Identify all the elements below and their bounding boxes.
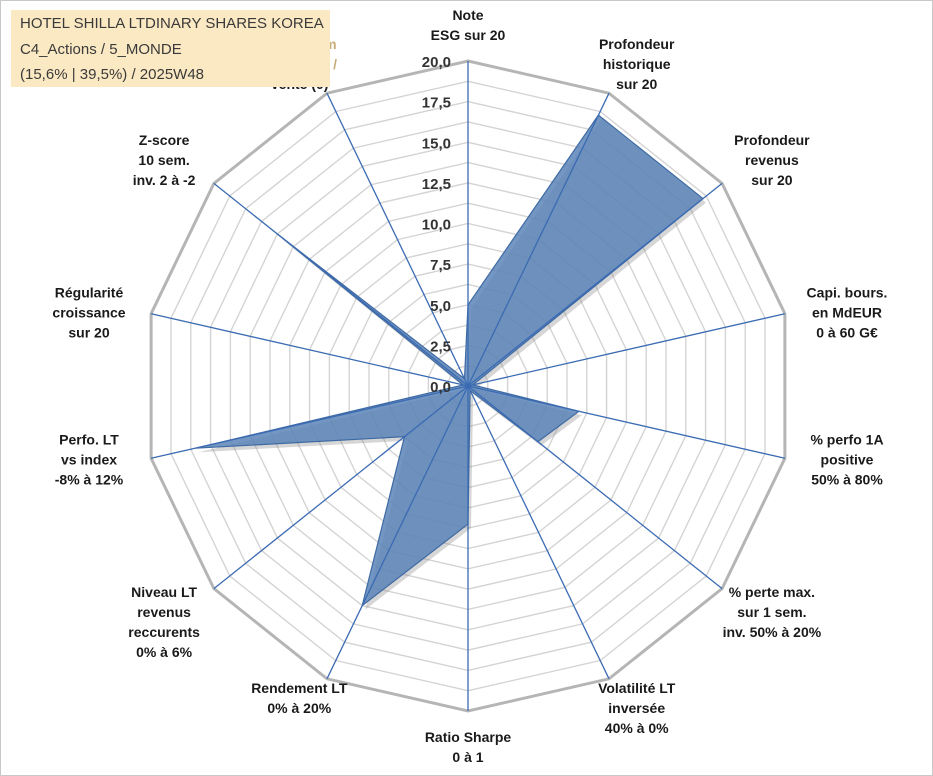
spoke-1 — [467, 92, 610, 387]
axis-label-line: Capi. bours. — [807, 284, 888, 300]
tick-label: 0,0 — [430, 379, 451, 396]
tick-label: 20,0 — [422, 54, 451, 71]
axis-label-line: 40% à 0% — [605, 720, 669, 736]
axis-label-line: vs index — [61, 452, 117, 468]
axis-label-line: Rendement LT — [251, 680, 348, 696]
axis-label: % perte max. sur 1 sem. inv. 50% à 20% — [723, 584, 822, 640]
axis-label-line: % perfo 1A — [810, 432, 883, 448]
title-line-1: HOTEL SHILLA LTDINARY SHARES KOREA — [20, 15, 324, 32]
spoke-12 — [213, 182, 469, 387]
axis-label-line: inv. 2 à -2 — [133, 172, 196, 188]
tick-label: 7,5 — [430, 257, 451, 274]
axis-label: Profondeur revenus sur 20 — [734, 132, 810, 188]
axis-label-line: en MdEUR — [812, 304, 882, 320]
spoke-11 — [150, 313, 469, 387]
axis-label-line: Régularité — [55, 284, 124, 300]
axis-label-line: Z-score — [139, 132, 190, 148]
axis-label-line: 0 à 60 G€ — [816, 324, 878, 340]
spoke-3 — [467, 313, 786, 387]
axis-label-line: 0% à 20% — [267, 700, 331, 716]
axis-label: Niveau LT revenus reccurents 0% à 6% — [128, 584, 200, 660]
axis-label-line: Profondeur — [599, 36, 675, 52]
title-line-3: (15,6% | 39,5%) / 2025W48 — [20, 66, 204, 83]
axis-label-line: revenus — [137, 604, 191, 620]
axis-label-line: croissance — [52, 304, 125, 320]
axis-label-line: ESG sur 20 — [431, 27, 506, 43]
spoke-6 — [467, 385, 610, 680]
axis-label-line: Niveau LT — [131, 584, 197, 600]
spokes — [150, 61, 786, 711]
tick-label: 2,5 — [430, 338, 451, 355]
tick-label: 15,0 — [422, 135, 451, 152]
axis-label-line: 50% à 80% — [811, 472, 883, 488]
axis-label-line: reccurents — [128, 624, 200, 640]
axis-label: Note ESG sur 20 — [431, 7, 506, 43]
spoke-9 — [213, 385, 469, 590]
axis-label: Volatilité LT inversée 40% à 0% — [598, 680, 676, 736]
axis-label-line: sur 1 sem. — [737, 604, 806, 620]
axis-label: % perfo 1A positive 50% à 80% — [810, 432, 883, 488]
axis-label-line: inversée — [608, 700, 665, 716]
axis-label-line: Profondeur — [734, 132, 810, 148]
spoke-2 — [467, 182, 723, 387]
axis-label-line: inv. 50% à 20% — [723, 624, 822, 640]
tick-label: 5,0 — [430, 298, 451, 315]
spoke-4 — [467, 385, 786, 459]
tick-label: 17,5 — [422, 95, 451, 112]
axis-label-line: sur 20 — [68, 324, 109, 340]
axis-label: Z-score 10 sem. inv. 2 à -2 — [133, 132, 196, 188]
axis-label-line: % perte max. — [729, 584, 815, 600]
title-box: HOTEL SHILLA LTDINARY SHARES KOREA C4_Ac… — [11, 10, 330, 87]
tick-label: 10,0 — [422, 217, 451, 234]
spoke-8 — [326, 385, 469, 680]
axis-label-line: positive — [821, 452, 874, 468]
axis-label-line: sur 20 — [616, 76, 657, 92]
axis-label: Perfo. LT vs index -8% à 12% — [55, 432, 124, 488]
radial-tick-labels: 0,0 2,5 5,0 7,5 10,0 12,5 15,0 17,5 20,0 — [422, 54, 451, 396]
axis-label-line: -8% à 12% — [55, 472, 124, 488]
axis-label-line: 10 sem. — [138, 152, 189, 168]
spoke-5 — [467, 385, 723, 590]
axis-label-line: Note — [452, 7, 483, 23]
spoke-13 — [326, 92, 469, 387]
tick-label: 12,5 — [422, 176, 451, 193]
title-line-2: C4_Actions / 5_MONDE — [20, 41, 182, 58]
axis-label-line: sur 20 — [751, 172, 792, 188]
axis-label: Profondeur historique sur 20 — [599, 36, 675, 92]
axis-label-line: 0% à 6% — [136, 644, 193, 660]
axis-label-line: Ratio Sharpe — [425, 729, 512, 745]
axis-label: Capi. bours. en MdEUR 0 à 60 G€ — [807, 284, 888, 340]
axis-label-line: historique — [603, 56, 671, 72]
axis-label: Ratio Sharpe 0 à 1 — [425, 729, 512, 765]
axis-label: Rendement LT 0% à 20% — [251, 680, 348, 716]
axis-label-line: Volatilité LT — [598, 680, 676, 696]
spoke-10 — [150, 385, 469, 459]
axis-label-line: revenus — [745, 152, 799, 168]
axis-label-line: 0 à 1 — [452, 749, 483, 765]
axis-label-line: Perfo. LT — [59, 432, 119, 448]
axis-label: Régularité croissance sur 20 — [52, 284, 125, 340]
